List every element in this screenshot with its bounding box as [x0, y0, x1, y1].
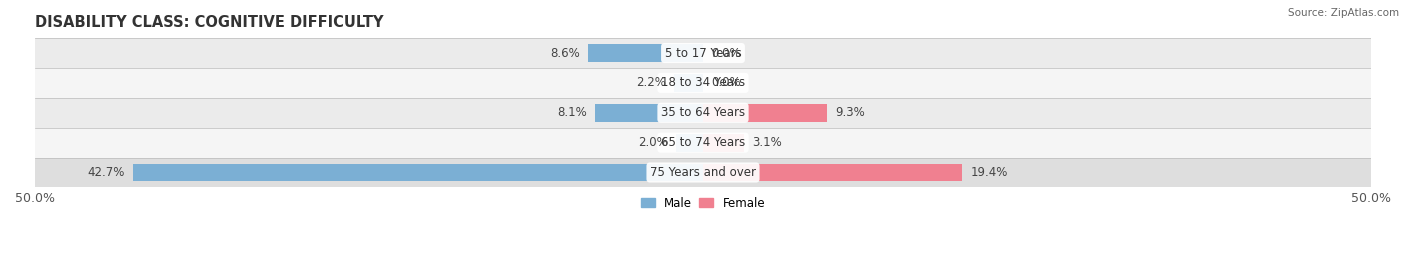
Text: 18 to 34 Years: 18 to 34 Years	[661, 76, 745, 89]
Text: 19.4%: 19.4%	[970, 166, 1008, 179]
Text: DISABILITY CLASS: COGNITIVE DIFFICULTY: DISABILITY CLASS: COGNITIVE DIFFICULTY	[35, 15, 384, 30]
Bar	[35, 128, 1371, 158]
Bar	[703, 104, 827, 122]
Text: 35 to 64 Years: 35 to 64 Years	[661, 106, 745, 119]
Text: 75 Years and over: 75 Years and over	[650, 166, 756, 179]
Text: Source: ZipAtlas.com: Source: ZipAtlas.com	[1288, 8, 1399, 18]
Bar	[35, 98, 1371, 128]
Text: 0.0%: 0.0%	[711, 47, 741, 59]
Bar	[35, 68, 1371, 98]
Text: 9.3%: 9.3%	[835, 106, 865, 119]
Bar	[35, 38, 1371, 68]
Text: 42.7%: 42.7%	[87, 166, 125, 179]
Text: 2.0%: 2.0%	[638, 136, 668, 149]
Bar	[132, 164, 703, 182]
Bar	[673, 74, 703, 92]
Text: 2.2%: 2.2%	[636, 76, 665, 89]
Text: 3.1%: 3.1%	[752, 136, 782, 149]
Legend: Male, Female: Male, Female	[636, 192, 770, 214]
Text: 0.0%: 0.0%	[711, 76, 741, 89]
Bar	[588, 44, 703, 62]
Bar	[703, 164, 962, 182]
Bar	[703, 134, 744, 152]
Text: 8.6%: 8.6%	[550, 47, 581, 59]
Text: 5 to 17 Years: 5 to 17 Years	[665, 47, 741, 59]
Text: 8.1%: 8.1%	[557, 106, 586, 119]
Bar	[35, 158, 1371, 187]
Bar	[676, 134, 703, 152]
Text: 65 to 74 Years: 65 to 74 Years	[661, 136, 745, 149]
Bar	[595, 104, 703, 122]
